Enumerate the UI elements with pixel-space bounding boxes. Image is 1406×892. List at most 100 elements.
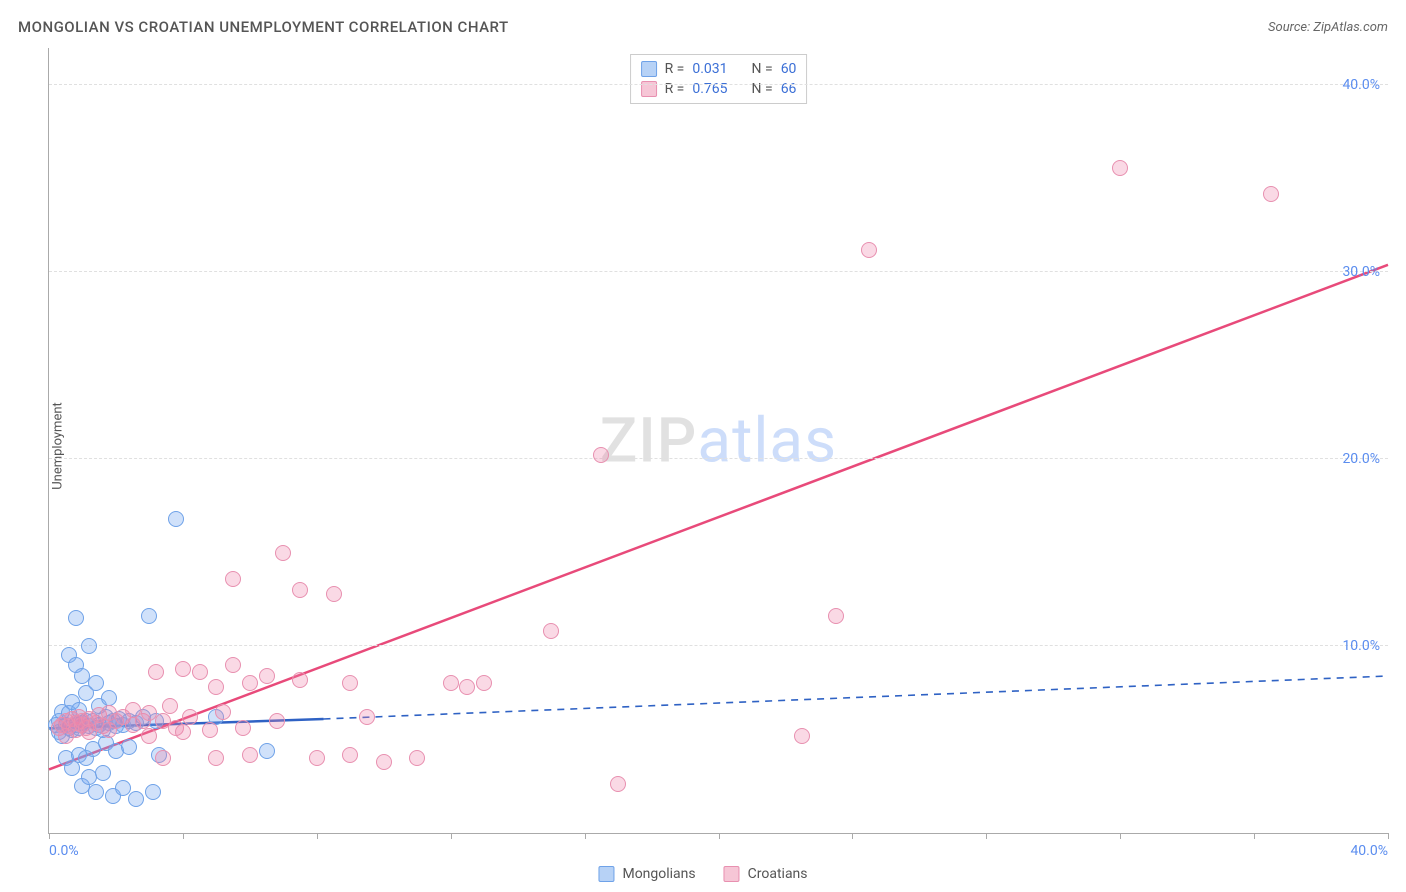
data-point <box>168 511 184 527</box>
legend-item: Mongolians <box>598 866 695 882</box>
data-point <box>175 724 191 740</box>
data-point <box>208 679 224 695</box>
x-tick-label: 40.0% <box>1350 843 1388 859</box>
stat-r-value: 0.031 <box>692 61 727 77</box>
x-tick <box>986 833 987 839</box>
x-tick <box>1388 833 1389 839</box>
data-point <box>610 776 626 792</box>
data-point <box>359 709 375 725</box>
data-point <box>182 709 198 725</box>
stat-r-label: R = <box>665 81 685 97</box>
watermark: ZIPatlas <box>600 404 837 477</box>
y-tick-label: 40.0% <box>1342 77 1380 93</box>
y-tick-label: 20.0% <box>1342 451 1380 467</box>
stat-n-value: 66 <box>781 81 797 97</box>
data-point <box>81 638 97 654</box>
data-point <box>235 720 251 736</box>
data-point <box>269 713 285 729</box>
series-swatch <box>641 81 657 97</box>
regression-line <box>49 265 1388 770</box>
legend-label: Mongolians <box>622 866 695 882</box>
data-point <box>828 608 844 624</box>
x-tick <box>852 833 853 839</box>
data-point <box>309 750 325 766</box>
stats-row: R = 0.765 N = 66 <box>641 79 797 99</box>
data-point <box>292 672 308 688</box>
data-point <box>115 780 131 796</box>
data-point <box>225 657 241 673</box>
gridline <box>49 84 1388 85</box>
data-point <box>175 661 191 677</box>
data-point <box>376 754 392 770</box>
series-swatch <box>724 866 740 882</box>
gridline <box>49 458 1388 459</box>
series-swatch <box>641 61 657 77</box>
data-point <box>409 750 425 766</box>
stat-n-label: N = <box>752 81 773 97</box>
stat-n-label: N = <box>752 61 773 77</box>
x-tick <box>451 833 452 839</box>
series-swatch <box>598 866 614 882</box>
data-point <box>121 739 137 755</box>
data-point <box>861 242 877 258</box>
data-point <box>1112 160 1128 176</box>
data-point <box>208 750 224 766</box>
regression-lines <box>49 48 1388 833</box>
stats-row: R = 0.031 N = 60 <box>641 59 797 79</box>
data-point <box>88 784 104 800</box>
data-point <box>794 728 810 744</box>
scatter-chart: ZIPatlas R = 0.031 N = 60 R = 0.765 N = 66 10.0… <box>48 48 1388 834</box>
stats-legend-box: R = 0.031 N = 60 R = 0.765 N = 66 <box>630 54 808 104</box>
x-tick <box>49 833 50 839</box>
x-tick <box>1254 833 1255 839</box>
legend-label: Croatians <box>748 866 808 882</box>
source-attribution: Source: ZipAtlas.com <box>1268 20 1388 35</box>
data-point <box>141 608 157 624</box>
data-point <box>192 664 208 680</box>
data-point <box>141 728 157 744</box>
data-point <box>259 743 275 759</box>
data-point <box>476 675 492 691</box>
data-point <box>202 722 218 738</box>
x-tick-label: 0.0% <box>49 843 79 859</box>
x-tick <box>317 833 318 839</box>
gridline <box>49 645 1388 646</box>
chart-title: MONGOLIAN VS CROATIAN UNEMPLOYMENT CORRE… <box>18 18 509 36</box>
data-point <box>1263 186 1279 202</box>
data-point <box>215 704 231 720</box>
legend-item: Croatians <box>724 866 808 882</box>
x-tick <box>585 833 586 839</box>
data-point <box>225 571 241 587</box>
stat-r-value: 0.765 <box>692 81 727 97</box>
data-point <box>292 582 308 598</box>
x-tick <box>183 833 184 839</box>
data-point <box>443 675 459 691</box>
data-point <box>242 675 258 691</box>
data-point <box>259 668 275 684</box>
data-point <box>342 675 358 691</box>
stat-n-value: 60 <box>781 61 797 77</box>
stat-r-label: R = <box>665 61 685 77</box>
data-point <box>593 447 609 463</box>
data-point <box>342 747 358 763</box>
gridline <box>49 271 1388 272</box>
data-point <box>543 623 559 639</box>
data-point <box>88 675 104 691</box>
data-point <box>155 750 171 766</box>
data-point <box>68 610 84 626</box>
series-legend: Mongolians Croatians <box>598 866 807 882</box>
data-point <box>128 791 144 807</box>
y-tick-label: 10.0% <box>1342 638 1380 654</box>
data-point <box>101 690 117 706</box>
data-point <box>162 698 178 714</box>
data-point <box>145 784 161 800</box>
x-tick <box>1120 833 1121 839</box>
data-point <box>148 664 164 680</box>
data-point <box>326 586 342 602</box>
y-tick-label: 30.0% <box>1342 264 1380 280</box>
data-point <box>95 765 111 781</box>
data-point <box>242 747 258 763</box>
data-point <box>459 679 475 695</box>
x-tick <box>719 833 720 839</box>
data-point <box>275 545 291 561</box>
